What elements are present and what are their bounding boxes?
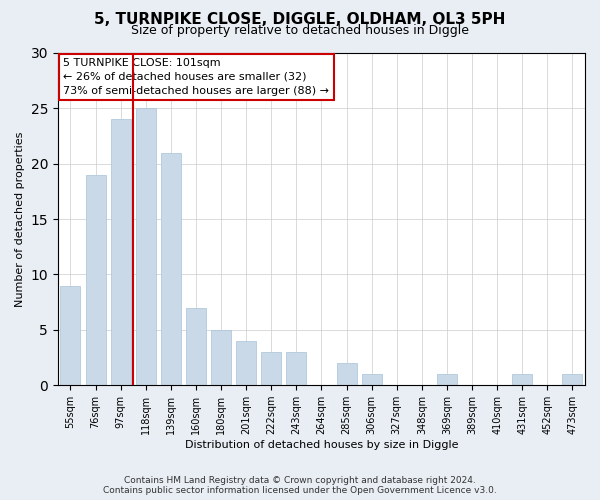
Bar — [286, 352, 307, 385]
Text: Contains HM Land Registry data © Crown copyright and database right 2024.
Contai: Contains HM Land Registry data © Crown c… — [103, 476, 497, 495]
Bar — [362, 374, 382, 385]
Bar — [136, 108, 156, 385]
Bar — [236, 341, 256, 385]
Bar — [562, 374, 583, 385]
Text: 5 TURNPIKE CLOSE: 101sqm
← 26% of detached houses are smaller (32)
73% of semi-d: 5 TURNPIKE CLOSE: 101sqm ← 26% of detach… — [63, 58, 329, 96]
Bar — [61, 286, 80, 385]
Bar — [261, 352, 281, 385]
Text: Size of property relative to detached houses in Diggle: Size of property relative to detached ho… — [131, 24, 469, 37]
Bar — [211, 330, 231, 385]
Bar — [512, 374, 532, 385]
Bar — [86, 175, 106, 385]
Text: 5, TURNPIKE CLOSE, DIGGLE, OLDHAM, OL3 5PH: 5, TURNPIKE CLOSE, DIGGLE, OLDHAM, OL3 5… — [94, 12, 506, 28]
Bar — [110, 120, 131, 385]
Bar — [337, 363, 356, 385]
X-axis label: Distribution of detached houses by size in Diggle: Distribution of detached houses by size … — [185, 440, 458, 450]
Bar — [161, 152, 181, 385]
Bar — [437, 374, 457, 385]
Y-axis label: Number of detached properties: Number of detached properties — [15, 132, 25, 307]
Bar — [186, 308, 206, 385]
